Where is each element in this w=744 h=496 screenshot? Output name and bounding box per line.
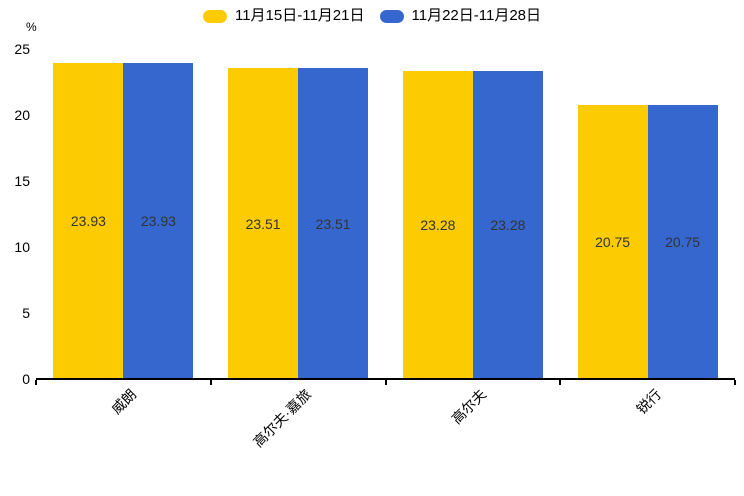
bar <box>472 71 543 378</box>
legend-item-series-1[interactable]: 11月22日-11月28日 <box>379 6 542 26</box>
legend: 11月15日-11月21日 11月22日-11月28日 <box>0 6 744 26</box>
x-axis-line <box>36 378 735 380</box>
x-axis-tick <box>559 380 562 385</box>
y-tick-label: 15 <box>14 172 30 189</box>
x-axis-label: 高尔夫 <box>448 386 490 428</box>
bar-value-label: 23.28 <box>420 217 456 234</box>
bar <box>53 62 124 378</box>
bar-value-label: 23.51 <box>245 215 281 232</box>
x-axis-tick <box>384 380 387 385</box>
bar <box>402 71 473 378</box>
y-tick-label: 5 <box>22 304 30 321</box>
y-tick-label: 25 <box>14 40 30 57</box>
legend-label: 11月15日-11月21日 <box>234 7 365 24</box>
x-axis-tick <box>35 380 37 385</box>
bar-value-label: 23.93 <box>140 212 176 229</box>
bar-value-label: 23.51 <box>315 215 351 232</box>
x-axis-tick <box>734 380 736 385</box>
x-axis-label: 高尔夫·嘉旅 <box>250 386 315 451</box>
legend-swatch-icon <box>202 9 227 23</box>
bar <box>228 68 299 378</box>
x-axis-label: 威朗 <box>108 386 140 418</box>
bar <box>577 104 648 378</box>
y-tick-label: 10 <box>14 238 30 255</box>
y-tick-label: 0 <box>22 371 30 387</box>
bar-value-label: 20.75 <box>595 233 631 250</box>
bar-value-label: 23.28 <box>490 217 526 234</box>
legend-swatch-icon <box>379 9 404 23</box>
bar <box>123 62 194 378</box>
x-axis-label: 锐行 <box>632 386 664 418</box>
y-axis-unit-label: % <box>26 20 37 34</box>
legend-label: 11月22日-11月28日 <box>411 7 542 24</box>
y-tick-label: 20 <box>14 106 30 123</box>
bar-value-label: 20.75 <box>665 233 701 250</box>
legend-item-series-0[interactable]: 11月15日-11月21日 <box>202 6 365 26</box>
x-axis-tick <box>209 380 212 385</box>
bar-value-label: 23.93 <box>70 212 106 229</box>
bar <box>647 104 718 378</box>
bar <box>298 68 369 378</box>
